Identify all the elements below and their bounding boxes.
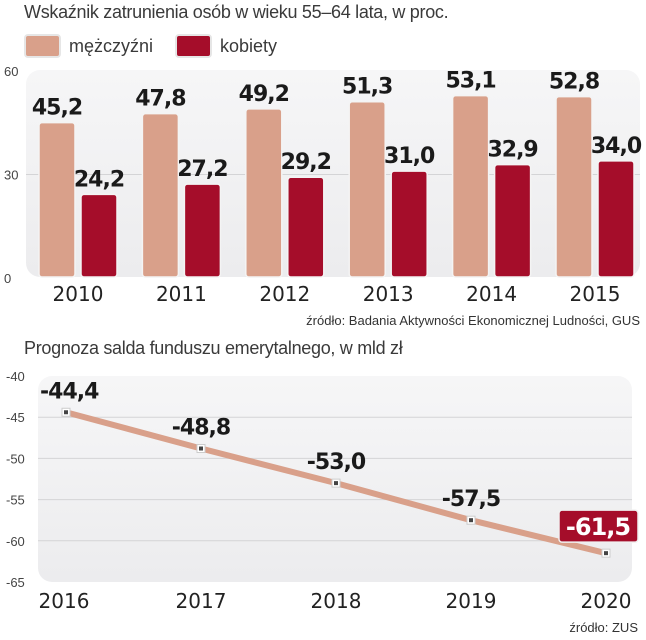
bar-men [38,121,76,278]
bar-chart-source: źródło: Badania Aktywności Ekonomicznej … [306,313,640,328]
bar-men [555,95,593,278]
x-tick-label: 2019 [446,589,497,613]
line-chart-title: Prognoza salda funduszu emerytalnego, w … [24,338,403,358]
bar-women [493,163,532,278]
y-tick-label: 60 [4,64,18,79]
legend-swatch-men [24,34,61,58]
y-tick-label: -60 [6,534,25,549]
bar-men [141,112,180,278]
data-point-dot [334,481,338,486]
value-label-men: 49,2 [239,82,289,107]
value-label-women: 34,0 [591,134,642,159]
value-label-women: 32,9 [487,138,537,163]
bar-women [80,193,118,278]
x-tick-label: 2017 [176,589,227,613]
legend-label-women: kobiety [220,35,278,56]
y-tick-label: -50 [6,451,25,466]
y-tick-label: -65 [6,575,25,590]
x-tick-label: 2014 [466,282,517,306]
value-label: -57,5 [442,487,500,512]
value-label-men: 47,8 [135,87,185,112]
highlight-label-box [558,509,639,543]
bar-women [183,183,222,278]
legend-swatch-women [175,34,213,58]
data-point-dot [199,446,203,451]
highlight-value-label: -61,5 [566,513,630,541]
legend-label-men: mężczyźni [69,35,154,56]
legend-item-women: kobiety [175,34,277,58]
bar-women [390,170,428,278]
x-tick-label: 2016 [39,589,90,613]
data-point-dot [469,518,473,523]
value-label: -44,4 [40,379,99,404]
x-tick-label: 2011 [156,282,207,306]
line-chart: -40 -45 -50 -55 -60 -65 -44,4 2016 -48,8 2017 -53,… [6,369,639,613]
data-point-dot [64,410,68,415]
bar-chart: 0 30 60 45,2 24,2 2010 47,8 27,2 2011 49,2 29,2 201… [4,64,643,306]
bar-women [287,176,325,278]
value-label-men: 52,8 [549,70,599,95]
value-label-women: 27,2 [177,157,227,182]
legend-item-men: mężczyźni [24,34,153,58]
y-tick-label: 0 [4,271,11,286]
x-tick-label: 2010 [53,282,104,306]
line-chart-source: źródło: ZUS [569,620,638,635]
value-label: -53,0 [307,450,366,475]
value-label-women: 31,0 [384,144,435,169]
x-tick-label: 2012 [259,282,310,306]
x-tick-label: 2020 [581,589,632,613]
bar-chart-title: Wskaźnik zatrunienia osób w wieku 55–64 … [24,2,449,22]
bar-chart-legend: mężczyźni kobiety [24,34,299,58]
value-label-men: 51,3 [342,75,392,100]
y-tick-label: -40 [6,369,25,384]
value-label-men: 45,2 [32,96,82,121]
y-tick-label: -45 [6,410,25,425]
data-point-dot [604,551,608,556]
bar-men [245,108,283,278]
value-label: -48,8 [172,416,230,441]
bar-men [348,100,386,278]
value-label-women: 24,2 [74,167,124,192]
y-tick-label: 30 [4,168,18,183]
bar-men [451,94,490,278]
x-tick-label: 2015 [570,282,621,306]
x-tick-label: 2018 [311,589,362,613]
y-tick-label: -55 [6,493,25,508]
x-tick-label: 2013 [363,282,414,306]
value-label-women: 29,2 [281,150,331,175]
bar-women [597,160,635,278]
value-label-men: 53,1 [445,69,495,94]
